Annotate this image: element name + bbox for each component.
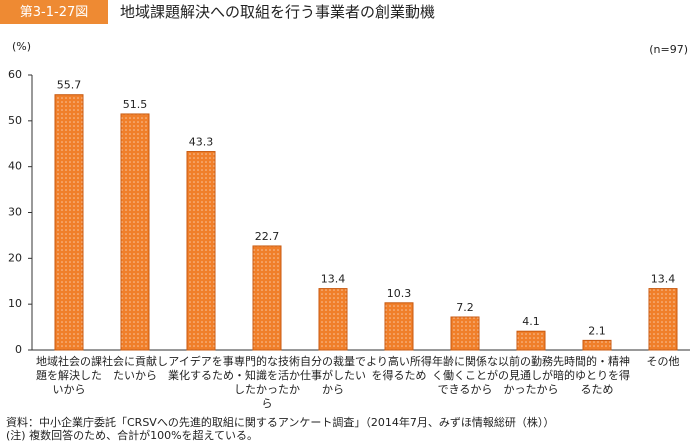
bar <box>186 151 216 351</box>
x-tick-label: 専門的な技術・知識を活かしたかったから <box>234 354 300 410</box>
x-tick-label: 地域社会の課題を解決したいから <box>36 354 102 396</box>
x-tick-label: 年齢に関係なく働くことができるから <box>432 354 498 396</box>
note: (注) 複数回答のため、合計が100%を超えている。 <box>6 428 258 442</box>
x-tick-label: より高い所得を得るため <box>366 354 432 382</box>
chart-title: 地域課題解決への取組を行う事業者の創業動機 <box>120 3 435 21</box>
bar <box>384 302 414 351</box>
x-tick-label: 時間的・精神的ゆとりを得るため <box>564 354 630 396</box>
bar <box>252 245 282 351</box>
value-label: 55.7 <box>57 79 82 92</box>
value-label: 51.5 <box>123 98 148 111</box>
value-label: 13.4 <box>321 273 346 286</box>
x-tick-label: その他 <box>647 355 680 368</box>
value-label: 13.4 <box>651 273 676 286</box>
y-tick-label: 10 <box>8 297 22 310</box>
bar <box>648 288 678 351</box>
value-label: 10.3 <box>387 287 412 300</box>
x-tick-label: 社会に貢献したいから <box>102 354 168 382</box>
bar <box>318 288 348 351</box>
y-tick-label: 0 <box>15 343 22 356</box>
y-tick-label: 40 <box>8 160 22 173</box>
figure-badge <box>0 0 108 24</box>
bar <box>516 330 546 351</box>
value-label: 4.1 <box>522 315 540 328</box>
value-label: 2.1 <box>588 324 606 337</box>
bar <box>54 94 84 351</box>
sample-note: (n=97) <box>649 43 688 56</box>
y-axis-label: (%) <box>12 40 31 53</box>
y-tick-label: 20 <box>8 251 22 264</box>
value-label: 7.2 <box>456 301 474 314</box>
x-tick-label: 以前の勤務先の見通しが暗かったから <box>498 354 564 396</box>
source: 資料：中小企業庁委託「CRSVへの先進的取組に関するアンケート調査」（2014年… <box>6 415 554 429</box>
value-label: 43.3 <box>189 136 214 149</box>
value-label: 22.7 <box>255 230 280 243</box>
bar <box>450 316 480 351</box>
x-tick-label: アイデアを事業化するため <box>168 354 234 382</box>
y-tick-label: 30 <box>8 206 22 219</box>
bar <box>120 113 150 351</box>
bar <box>582 339 612 351</box>
x-tick-label: 自分の裁量で仕事がしたいから <box>300 355 366 396</box>
y-tick-label: 50 <box>8 114 22 127</box>
y-tick-label: 60 <box>8 68 22 81</box>
figure-label: 第3-1-27図 <box>20 5 88 20</box>
